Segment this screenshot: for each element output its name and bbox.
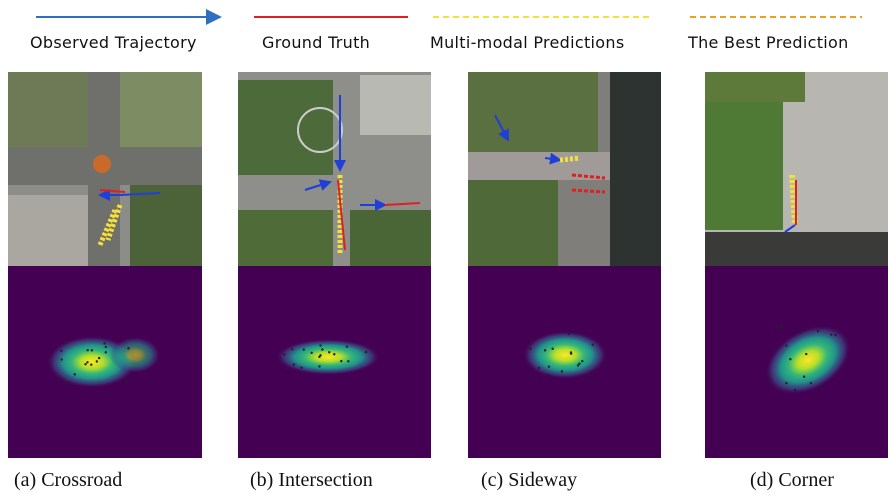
panel-a: (a) Crossroad (8, 72, 202, 491)
sample-dot (86, 349, 89, 352)
sample-dot (90, 363, 93, 366)
panel-c: (c) Sideway (468, 72, 661, 491)
sample-dot (125, 381, 129, 384)
sample-dot (830, 333, 833, 336)
sample-dot (767, 376, 770, 380)
sample-dot (97, 356, 101, 360)
sample-dot (127, 347, 130, 350)
sample-dot (799, 331, 802, 334)
sample-dot (543, 349, 547, 352)
sample-dot (547, 373, 550, 377)
sample-dot (328, 351, 331, 354)
sample-dot (591, 343, 594, 346)
sample-dot (793, 388, 797, 392)
sample-dot (86, 361, 89, 364)
sample-dot (537, 366, 540, 370)
sample-dot (364, 350, 368, 354)
sample-dot (90, 349, 94, 352)
sample-dot (73, 373, 76, 376)
sample-dot (291, 348, 294, 351)
legend: Observed Trajectory Ground Truth Multi-m… (30, 9, 862, 52)
sample-dot (569, 352, 573, 355)
sample-dot (773, 325, 776, 328)
sample-dot (819, 384, 823, 388)
sample-dot (529, 347, 532, 351)
sample-dot (530, 338, 533, 341)
sample-dot (95, 360, 99, 363)
caption: (d) Corner (750, 469, 834, 491)
sample-dot (347, 360, 350, 363)
sample-dot (802, 375, 806, 378)
legend-label: Ground Truth (262, 33, 370, 52)
sample-dot (771, 348, 775, 352)
sample-dot (593, 369, 597, 373)
sample-dot (302, 348, 305, 351)
sample-dot (64, 382, 67, 385)
sample-dot (319, 344, 322, 347)
sample-dot (809, 381, 813, 385)
legend-label: Observed Trajectory (30, 33, 197, 52)
sample-dot (285, 367, 289, 371)
sample-dot (300, 366, 303, 369)
sample-dot (576, 364, 580, 367)
sample-dot (60, 349, 63, 352)
sample-dot (84, 363, 87, 366)
sample-dot (560, 370, 564, 373)
sample-dot (333, 353, 336, 356)
sample-dot (340, 359, 343, 363)
sample-dot (319, 354, 322, 357)
sample-dot (816, 329, 820, 333)
sample-dot (547, 365, 551, 368)
sample-dot (588, 374, 592, 377)
sample-dot (789, 357, 792, 361)
sample-dot (310, 351, 313, 355)
sample-dot (57, 377, 60, 380)
sample-dot (834, 333, 837, 337)
sample-dot (567, 332, 571, 336)
sample-dot (318, 365, 321, 368)
caption: (c) Sideway (481, 469, 577, 491)
sample-dot (292, 363, 296, 366)
legend-label: The Best Prediction (687, 33, 849, 52)
sample-dot (805, 352, 808, 356)
sample-dot (104, 345, 107, 349)
sample-dot (64, 341, 68, 344)
sample-dot (779, 323, 783, 327)
caption: (b) Intersection (250, 469, 373, 491)
legend-label: Multi-modal Predictions (430, 33, 624, 52)
sample-dot (785, 381, 788, 385)
sample-dot (578, 362, 581, 365)
sample-dot (345, 345, 349, 348)
sample-dot (60, 358, 63, 361)
sample-dot (785, 344, 788, 347)
sample-dot (581, 359, 584, 363)
sample-dot (104, 351, 107, 354)
sample-dot (321, 348, 324, 351)
sample-dot (551, 347, 554, 350)
sample-dot (806, 327, 809, 330)
panel-b: (b) Intersection (238, 72, 431, 491)
sample-dot (103, 342, 106, 345)
panel-d: (d) Corner (705, 72, 888, 491)
sample-dot (535, 375, 538, 378)
sample-dot (780, 326, 783, 329)
caption: (a) Crossroad (14, 469, 122, 491)
sample-dot (283, 353, 286, 356)
